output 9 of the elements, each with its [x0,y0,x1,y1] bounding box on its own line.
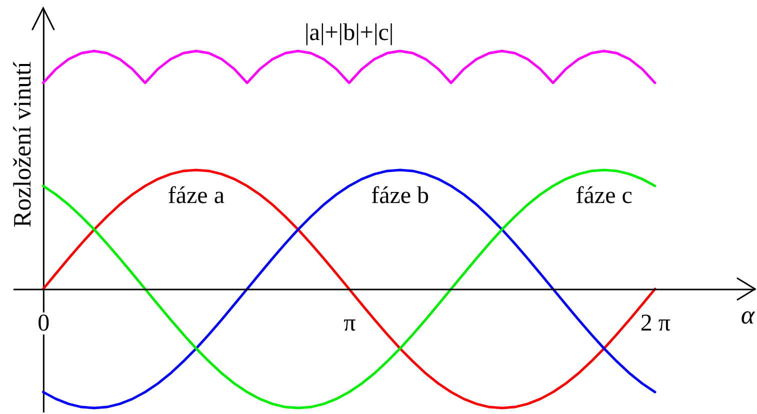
x-tick-label: 0 [38,310,50,336]
series-label: fáze b [371,182,430,209]
series-label: fáze c [576,182,632,209]
x-axis-title: α [740,300,756,330]
series-label: fáze a [168,182,225,209]
y-axis-title: Rozložení vinutí [10,61,37,228]
x-tick-label: π [344,310,356,336]
series-label: |a|+|b|+|c| [304,20,394,46]
x-tick-label: 2 π [640,310,671,336]
